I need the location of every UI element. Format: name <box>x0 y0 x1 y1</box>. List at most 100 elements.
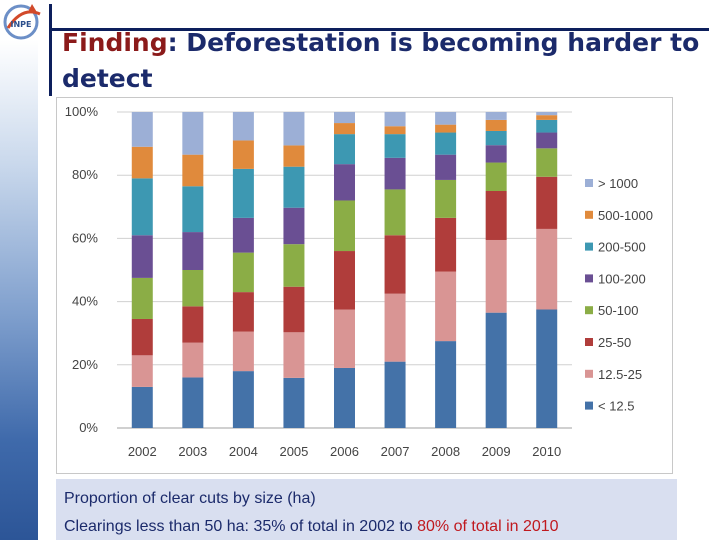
bar-segment <box>334 123 355 135</box>
bar-segment <box>384 293 406 362</box>
bar-segment <box>283 207 305 245</box>
x-tick-label: 2010 <box>532 444 561 459</box>
bar-segment <box>131 355 153 387</box>
bar-segment <box>536 148 558 177</box>
bar-segment <box>283 244 305 287</box>
legend-swatch <box>585 210 593 219</box>
legend-swatch <box>585 274 593 283</box>
bar-segment <box>334 134 355 165</box>
bar-segment <box>485 312 507 428</box>
bar-segment <box>182 270 204 307</box>
bar-segment <box>536 309 558 428</box>
x-tick-label: 2006 <box>330 444 359 459</box>
caption-line-2: Clearings less than 50 ha: 35% of total … <box>64 513 669 541</box>
bar-segment <box>435 217 457 272</box>
y-tick-label: 40% <box>72 294 98 309</box>
stacked-bar-chart: 0% 20% 40% 60% 80% 100% 2002 2003 2004 2005 2006 20… <box>65 104 653 459</box>
bar-segment <box>232 331 254 372</box>
bar-segment <box>182 377 204 428</box>
bar-segment <box>131 178 153 236</box>
bar-segment <box>384 189 406 236</box>
x-tick-label: 2002 <box>128 444 157 459</box>
bar-segment <box>536 119 558 133</box>
bar-segment <box>435 179 457 218</box>
bar-segment <box>384 126 406 135</box>
legend-swatch <box>585 306 593 315</box>
bar-segment <box>283 145 305 167</box>
legend-label: 12.5-25 <box>598 367 642 382</box>
y-tick-label: 0% <box>79 420 98 435</box>
bar-segment <box>182 112 204 155</box>
legend-label: 50-100 <box>598 303 638 318</box>
legend-swatch <box>585 179 593 187</box>
bar-segment <box>131 318 153 356</box>
bar-segment <box>435 341 457 428</box>
inpe-logo-icon: INPE <box>3 4 41 40</box>
bar-segment <box>334 112 355 124</box>
bar-segment <box>232 371 254 428</box>
bar-segment <box>334 309 355 368</box>
legend-label: 200-500 <box>598 240 646 255</box>
bar-segment <box>435 132 457 155</box>
bar-segment <box>435 124 457 133</box>
bar-segment <box>485 130 507 146</box>
bar-segment <box>131 386 153 428</box>
bar-segment <box>182 186 204 233</box>
bar-segment <box>232 168 254 218</box>
bar-segment <box>485 239 507 313</box>
legend-label: > 1000 <box>598 176 638 191</box>
bar-segment <box>435 271 457 342</box>
bar-segment <box>232 292 254 332</box>
bar-segment <box>283 166 305 208</box>
x-tick-label: 2005 <box>279 444 308 459</box>
caption-box: Proportion of clear cuts by size (ha) Cl… <box>56 479 677 540</box>
title-rest: : Deforestation is becoming harder to de… <box>62 28 700 93</box>
bar-segment <box>536 176 558 229</box>
bar-segment <box>536 115 558 120</box>
legend-swatch <box>585 369 593 378</box>
bar-segment <box>334 164 355 201</box>
bar-segment <box>384 157 406 190</box>
sidebar-gradient <box>0 40 38 540</box>
bar-segment <box>485 162 507 191</box>
bar-segment <box>384 112 406 127</box>
bar-segment <box>334 200 355 252</box>
bar-segment <box>283 112 305 146</box>
bar-segment <box>283 286 305 333</box>
bar-segment <box>536 132 558 149</box>
x-tick-label: 2007 <box>381 444 410 459</box>
bar-segment <box>232 140 254 169</box>
legend-swatch <box>585 401 593 410</box>
title-rule-vertical <box>49 4 52 96</box>
bar-segment <box>131 277 153 319</box>
bar-segment <box>384 361 406 428</box>
bar-segment <box>485 191 507 240</box>
bar-segment <box>435 154 457 180</box>
slide-title: Finding: Deforestation is becoming harde… <box>62 25 702 97</box>
x-tick-label: 2008 <box>431 444 460 459</box>
bar-segment <box>536 112 558 116</box>
bar-segment <box>334 367 355 428</box>
bar-segment <box>283 332 305 378</box>
legend-label: < 12.5 <box>598 399 635 414</box>
bar-segment <box>334 251 355 310</box>
legend-label: 500-1000 <box>598 208 653 223</box>
title-rule-horizontal <box>49 28 709 31</box>
legend-swatch <box>585 338 593 346</box>
legend-label: 100-200 <box>598 271 646 286</box>
legend-label: 25-50 <box>598 335 631 350</box>
bar-segment <box>182 342 204 378</box>
bar-segment <box>131 146 153 179</box>
bar-segment <box>232 217 254 253</box>
caption-line-2-prefix: Clearings less than 50 ha: 35% of total … <box>64 518 418 535</box>
chart-frame: 0% 20% 40% 60% 80% 100% 2002 2003 2004 2005 2006 20… <box>56 97 673 474</box>
y-tick-label: 100% <box>65 104 99 119</box>
bar-segment <box>384 235 406 294</box>
y-tick-label: 60% <box>72 230 98 245</box>
bar-segment <box>232 252 254 293</box>
bar-segment <box>485 145 507 163</box>
y-tick-label: 80% <box>72 167 98 182</box>
bar-segment <box>536 228 558 310</box>
bar-segment <box>232 112 254 141</box>
bar-segment <box>435 112 457 125</box>
